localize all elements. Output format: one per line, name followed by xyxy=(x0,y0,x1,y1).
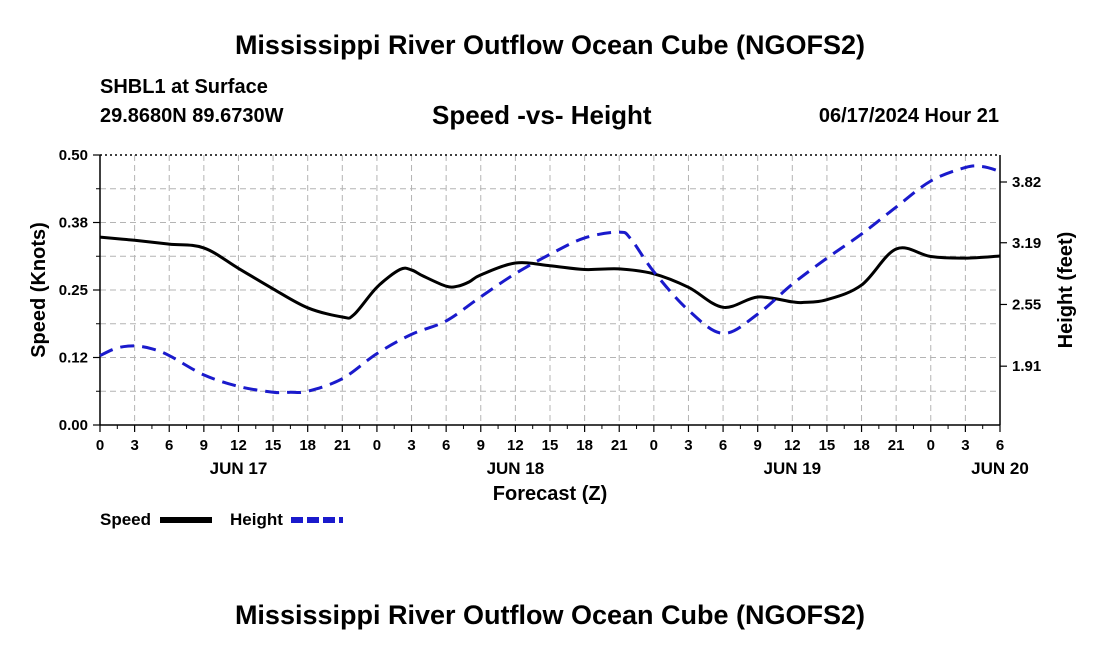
x-axis-title: Forecast (Z) xyxy=(493,483,607,505)
x-tick-label: 3 xyxy=(961,437,969,454)
axes-layer xyxy=(93,154,1007,432)
y2-tick-label: 3.82 xyxy=(1012,174,1041,191)
series-line-speed xyxy=(99,235,1001,320)
x-tick-label: 21 xyxy=(334,437,351,454)
chart-svg: 0 3 6 9 12 15 18 21 0 3 6 9 12 15 18 21 0 3 6 9 12 15 18 21 0 3 6 J… xyxy=(28,147,1077,529)
date-label: JUN 17 xyxy=(210,459,268,478)
x-tick-label: 6 xyxy=(165,437,173,454)
legend-layer: Speed Height xyxy=(100,510,343,529)
x-tick-label: 6 xyxy=(996,437,1004,454)
x-tick-label: 6 xyxy=(719,437,727,454)
y-tick-label: 0.50 xyxy=(59,147,88,164)
x-tick-label: 0 xyxy=(373,437,381,454)
x-tick-label: 0 xyxy=(96,437,104,454)
series-line-height xyxy=(99,164,1001,395)
x-tick-label: 18 xyxy=(299,437,316,454)
y2-tick-label: 3.19 xyxy=(1012,235,1041,252)
x-tick-label: 18 xyxy=(853,437,870,454)
legend-label-speed: Speed xyxy=(100,510,151,529)
date-label: JUN 20 xyxy=(971,459,1029,478)
series-layer xyxy=(99,164,1001,395)
legend-label-height: Height xyxy=(230,510,283,529)
x-tick-label: 0 xyxy=(650,437,658,454)
x-tick-label: 15 xyxy=(819,437,836,454)
x-tick-label: 12 xyxy=(230,437,247,454)
x-tick-label: 18 xyxy=(576,437,593,454)
y2-tick-label: 2.55 xyxy=(1012,296,1041,313)
x-tick-label: 9 xyxy=(754,437,762,454)
date-label: JUN 18 xyxy=(487,459,545,478)
chart-subtitle: Speed -vs- Height xyxy=(432,100,652,130)
page-title: Mississippi River Outflow Ocean Cube (NG… xyxy=(234,30,866,60)
x-tick-label: 6 xyxy=(442,437,450,454)
y-tick-label: 0.38 xyxy=(59,215,88,232)
coordinates-label: 29.8680N 89.6730W xyxy=(100,105,284,127)
timestamp-label: 06/17/2024 Hour 21 xyxy=(818,105,999,127)
footer-title: Mississippi River Outflow Ocean Cube (NG… xyxy=(234,600,866,630)
y-tick-label: 0.25 xyxy=(59,282,88,299)
grid-layer xyxy=(100,155,1000,425)
x-tick-label: 3 xyxy=(407,437,415,454)
x-tick-label: 12 xyxy=(784,437,801,454)
date-label: JUN 19 xyxy=(763,459,821,478)
x-tick-label: 15 xyxy=(542,437,559,454)
y-tick-label: 0.00 xyxy=(59,417,88,434)
x-tick-label: 3 xyxy=(684,437,692,454)
y-tick-label: 0.12 xyxy=(59,350,88,367)
labels-layer: 0 3 6 9 12 15 18 21 0 3 6 9 12 15 18 21 0 3 6 9 12 15 18 21 0 3 6 J… xyxy=(28,147,1077,505)
x-tick-label: 12 xyxy=(507,437,524,454)
x-tick-label: 21 xyxy=(888,437,905,454)
x-tick-label: 21 xyxy=(611,437,628,454)
x-tick-label: 3 xyxy=(130,437,138,454)
y2-tick-label: 1.91 xyxy=(1012,358,1041,375)
x-tick-label: 9 xyxy=(200,437,208,454)
y-axis-title: Speed (Knots) xyxy=(28,222,50,358)
x-tick-label: 15 xyxy=(265,437,282,454)
x-tick-label: 9 xyxy=(477,437,485,454)
y2-axis-title: Height (feet) xyxy=(1055,232,1077,349)
x-tick-label: 0 xyxy=(927,437,935,454)
station-label: SHBL1 at Surface xyxy=(100,76,268,98)
